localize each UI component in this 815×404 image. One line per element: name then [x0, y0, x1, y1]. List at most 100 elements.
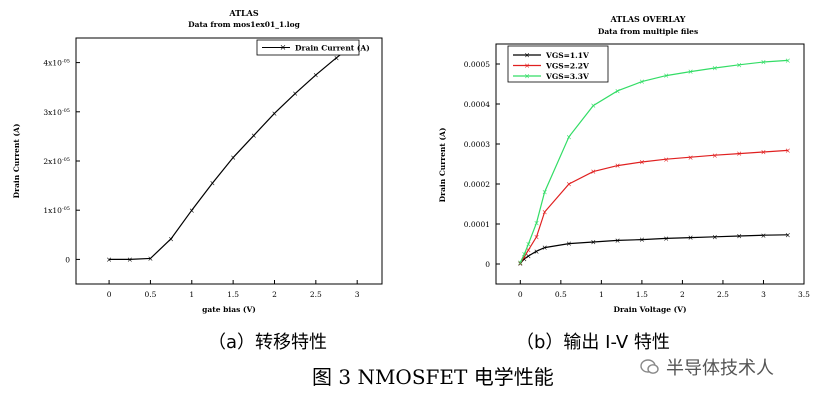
- chart-a-series-0-point: ×: [313, 72, 319, 80]
- chart-a-series-0-point: ×: [106, 256, 112, 264]
- chart-a-ytick-label: 3x10-05: [43, 108, 70, 117]
- chart-b-series-1-point: ×: [663, 156, 669, 164]
- chart-b-series-2-point: ×: [566, 133, 572, 141]
- chart-a-legend: × Drain Current (A): [256, 39, 370, 56]
- chart-b-series-2-point: ×: [736, 61, 742, 69]
- chart-b-series: ×××× × × × × × × × × × × ××××××××× × × × × × × ×××××××××××…: [517, 57, 790, 268]
- chart-b-series-line-1: [519, 149, 788, 264]
- chart-b-series-2-point: ×: [517, 259, 523, 267]
- chart-b-series-2-point: ×: [785, 57, 791, 65]
- chart-b-series-1-point: ×: [517, 259, 523, 267]
- caption-transfer: （a）转移特性: [208, 332, 328, 353]
- chart-b-xtick-label: 1: [599, 290, 604, 299]
- chart-b-legend-marker: ×: [524, 52, 530, 60]
- chart-a-series-0-point: ×: [189, 207, 195, 215]
- chart-b-xtick-label: 3.5: [798, 290, 810, 299]
- chart-a-xtick-label: 3: [355, 290, 360, 299]
- chart-a-series-0-point: ×: [127, 256, 133, 264]
- chart-a-axes: 0 0.5 1 1.5 2 2.5 3 0 1x10-05 2x10-05 3x10-05 4x10-…: [43, 59, 359, 299]
- figure-caption: 图 3 NMOSFET 电学性能: [312, 365, 554, 389]
- chart-b-ytick-label: 0.0004: [464, 100, 490, 109]
- chart-b-ylabel: Drain Current (A): [438, 128, 447, 203]
- chart-a-series-line-0: [109, 41, 358, 260]
- chart-a-xtick-label: 1: [189, 290, 194, 299]
- chart-b-legend-marker: ×: [524, 62, 530, 70]
- chart-a-xtick-label: 2: [272, 290, 277, 299]
- chart-b-series-0-point: ×: [688, 234, 694, 242]
- chart-b-series-1-point: ×: [639, 159, 645, 167]
- chart-b-series-1-point: ×: [615, 162, 621, 170]
- chart-b-legend-label: VGS=2.2V: [545, 62, 589, 71]
- chart-b-series-2-point: ×: [688, 68, 694, 76]
- chart-b-series-1-point: ×: [542, 209, 548, 217]
- chart-b-legend-label: VGS=1.1V: [545, 51, 589, 60]
- chart-b-series-0-point: ×: [542, 244, 548, 252]
- chart-a-legend-marker: ×: [280, 43, 287, 52]
- chart-b-series-2-point: ×: [590, 102, 596, 110]
- chart-b-series-1-point: ×: [785, 147, 791, 155]
- chart-b-ytick-label: 0.0003: [464, 140, 490, 149]
- chart-b-series-1-point: ×: [534, 233, 540, 241]
- chart-b-series-2-point: ×: [761, 59, 767, 67]
- chart-b-xtick-label: 0: [518, 290, 523, 299]
- chart-b-series-1-point: ×: [521, 253, 527, 261]
- chart-a-series-0-point: ×: [251, 132, 257, 140]
- chart-a-legend-box: [256, 39, 360, 56]
- chart-b-xtick-label: 3: [761, 290, 766, 299]
- chart-a-subtitle: Data from mos1ex01_1.log: [188, 20, 301, 29]
- chart-b-series-0-point: ×: [525, 253, 531, 261]
- chart-a-xtick-label: 0.5: [144, 290, 156, 299]
- chart-b-plot-frame: [495, 43, 805, 285]
- chart-b-series-2-point: ×: [542, 189, 548, 197]
- chart-b-series-1-point: ×: [566, 181, 572, 189]
- chart-a-xtick-label: 1.5: [227, 290, 239, 299]
- wechat-icon: [640, 359, 659, 374]
- chart-b-series-1-point: ×: [590, 168, 596, 176]
- transfer-characteristic-chart: ATLAS Data from mos1ex01_1.log 0 0.5 1 1.5 2…: [12, 8, 383, 314]
- chart-b-series-0-point: ×: [566, 240, 572, 248]
- chart-b-series-0-point: ×: [712, 233, 718, 241]
- chart-b-series-1-point: ×: [736, 150, 742, 158]
- chart-a-series-0-point: ×: [272, 110, 278, 118]
- chart-b-series-0-point: ×: [517, 260, 523, 268]
- chart-b-subtitle: Data from multiple files: [598, 27, 698, 36]
- chart-b-xtick-label: 0.5: [555, 290, 567, 299]
- chart-b-series-2-point: ×: [639, 78, 645, 86]
- chart-b-xtick-label: 1.5: [636, 290, 648, 299]
- chart-b-ytick-label: 0.0002: [464, 180, 490, 189]
- chart-b-ytick-label: 0: [485, 260, 490, 269]
- chart-a-plot-frame: [75, 37, 383, 285]
- chart-a-ytick-label: 0: [65, 255, 70, 264]
- chart-b-series-1-point: ×: [712, 152, 718, 160]
- chart-b-xlabel: Drain Voltage (V): [613, 305, 686, 314]
- chart-a-xtick-label: 2.5: [310, 290, 322, 299]
- chart-a-ylabel: Drain Current (A): [12, 124, 21, 199]
- chart-b-series-line-2: [519, 59, 788, 263]
- chart-b-series-1-point: ×: [761, 149, 767, 157]
- chart-b-series-2-point: ×: [525, 241, 531, 249]
- chart-b-series-line-0: [519, 234, 788, 264]
- chart-b-title: ATLAS OVERLAY: [609, 14, 685, 24]
- chart-b-series-0-point: ×: [663, 235, 669, 243]
- chart-b-series-2-point: ×: [712, 65, 718, 73]
- chart-b-legend-label: VGS=3.3V: [545, 72, 589, 81]
- chart-a-xlabel: gate bias (V): [202, 305, 256, 314]
- chart-b-series-2-point: ×: [663, 72, 669, 80]
- chart-b-series-2-point: ×: [615, 87, 621, 95]
- chart-b-series-1-point: ×: [688, 154, 694, 162]
- chart-b-ytick-label: 0.0001: [464, 220, 490, 229]
- chart-a-series-0-point: ×: [147, 255, 153, 263]
- chart-a-title: ATLAS: [228, 8, 259, 18]
- chart-b-series-2-point: ×: [534, 219, 540, 227]
- chart-a-series-0-point: ×: [230, 154, 236, 162]
- chart-a-series-0-point: ×: [334, 54, 340, 62]
- chart-a-series: × × × × × × × × × × × × ×: [106, 39, 360, 264]
- chart-a-series-0-point: ×: [168, 235, 174, 243]
- chart-b-legend-marker: ×: [524, 73, 530, 81]
- chart-b-series-0-point: ×: [521, 255, 527, 263]
- chart-b-series-0-point: ×: [534, 248, 540, 256]
- chart-a-series-0-point: ×: [210, 180, 216, 188]
- chart-b-series-1-point: ×: [525, 247, 531, 255]
- chart-b-series-0-point: ×: [639, 236, 645, 244]
- chart-a-ytick-label: 4x10-05: [43, 59, 70, 68]
